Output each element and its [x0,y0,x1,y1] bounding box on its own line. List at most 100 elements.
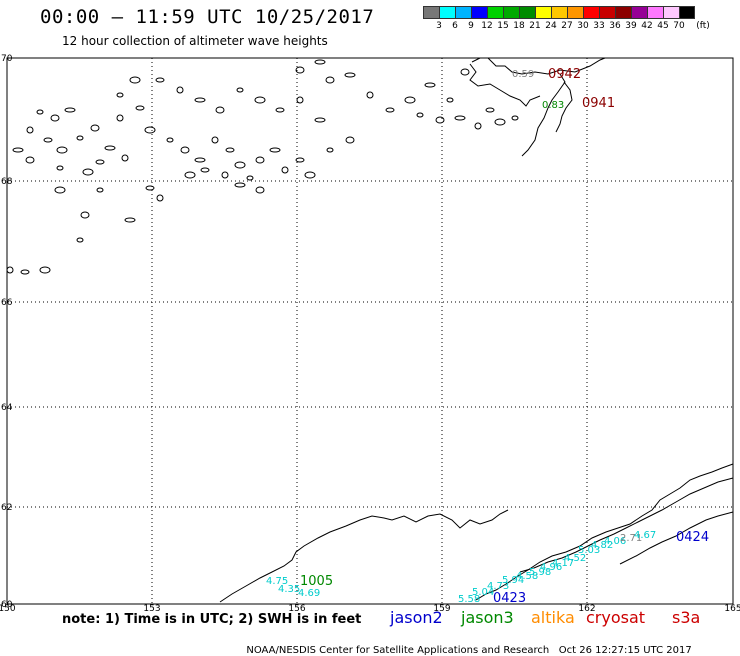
sea-ice-contour [211,136,219,144]
sea-ice-contour [485,107,495,113]
sea-ice-contour [156,194,164,202]
sea-ice-contour [43,137,53,143]
sea-ice-contour [166,137,174,143]
sea-ice-contour [446,97,454,103]
color-swatch-13 [631,6,647,19]
lat-tick-label: 70 [1,54,13,64]
sea-ice-contour [95,159,105,165]
wave-height-label: 4.35 [278,584,300,595]
sea-ice-contour [76,237,84,243]
sea-ice-contour [176,86,184,94]
sea-ice-contour [304,171,316,179]
sea-ice-contour [56,165,64,171]
sea-ice-contour [234,182,246,188]
sea-ice-contour [135,105,145,111]
sea-ice-contour [225,147,235,153]
wave-height-label: 4.67 [634,530,656,541]
wave-height-label: 4.82 [591,540,613,551]
sea-ice-contour [255,156,265,164]
sea-ice-contour [124,217,136,223]
sea-ice-contour [121,154,129,162]
wave-height-label: 5.98 [529,567,551,578]
sea-ice-contour [424,82,436,88]
lon-tick-label: 159 [433,604,450,614]
sea-ice-contour [435,116,445,124]
pass-time-label: 0941 [582,96,615,111]
wave-height-label: 5.04 [472,587,494,598]
sea-ice-contour [345,136,355,144]
wave-height-label: 4.73 [487,581,509,592]
sea-ice-contour [460,68,470,76]
lon-tick-label: 162 [578,604,595,614]
sea-ice-contour [12,147,24,153]
sea-ice-contour [54,186,66,194]
sea-ice-contour [344,72,356,78]
color-scale-label: 21 [529,21,541,31]
color-scale-bar [423,6,695,19]
coastline [6,57,734,603]
color-scale-label: 33 [593,21,605,31]
color-scale-label: 30 [577,21,589,31]
sea-ice-contour [234,161,246,169]
color-swatch-9 [567,6,583,19]
color-swatch-1 [439,6,455,19]
color-scale-label: 15 [497,21,509,31]
wave-height-label: 5.03 [578,545,600,556]
color-swatch-7 [535,6,551,19]
map-subtitle: 12 hour collection of altimeter wave hei… [62,34,328,48]
sea-ice-contour [281,166,289,174]
sea-ice-contour [6,266,14,274]
sea-ice-contour [82,168,94,176]
color-swatch-8 [551,6,567,19]
sea-ice-contour [296,96,304,104]
color-scale-label: 42 [641,21,653,31]
color-swatch-10 [583,6,599,19]
wave-height-label: 4.58 [516,571,538,582]
credit-line: NOAA/NESDIS Center for Satellite Applica… [240,634,692,656]
color-scale-label: (ft) [696,21,710,31]
sea-ice-contour [366,91,374,99]
pass-time-label: 1005 [300,574,333,589]
sea-ice-contour [194,157,206,163]
coastline-segment [469,63,541,107]
wave-height-label: 0.83 [542,100,564,111]
lat-tick-label: 66 [1,298,13,308]
sea-ice-contour [96,187,104,193]
legend-altika: altika [531,608,575,627]
lat-tick-label: 62 [1,503,12,513]
sea-ice-contour [200,167,210,173]
legend-cryosat: cryosat [586,608,646,627]
color-scale-label: 24 [545,21,557,31]
sea-ice-contour [254,96,266,104]
color-scale-label: 6 [452,21,458,31]
color-scale-label: 70 [673,21,685,31]
sea-ice-contour [90,124,100,132]
lat-tick-label: 64 [1,403,13,413]
color-scale-label: 18 [513,21,525,31]
lat-tick-label: 60 [1,600,13,610]
credit-timestamp: Oct 26 12:27:15 UTC 2017 [558,645,692,656]
lon-tick-label: 150 [0,604,16,614]
sea-ice-contour [145,185,155,191]
sea-ice-contour [215,106,225,114]
lat-tick-label: 68 [1,177,13,187]
sea-ice-contour [416,112,424,118]
sea-ice-contour [56,146,68,154]
pass-time-label: 0423 [493,591,526,606]
map-frame [6,57,734,605]
sea-ice-contour [221,171,229,179]
sea-ice-contour [275,107,285,113]
sea-ice-contour [474,122,482,130]
coastline-segment [475,463,734,601]
wave-height-label: 4.17 [552,558,574,569]
sea-ice-contour [116,114,124,122]
sea-ice-contour [76,135,84,141]
sea-ice-contour [80,211,90,219]
coastline-segment [555,81,573,133]
sea-ice-contour [20,269,30,275]
legend-jason2: jason2 [390,608,443,627]
sea-ice-contour [454,115,466,121]
sea-ice-contour [180,146,190,154]
